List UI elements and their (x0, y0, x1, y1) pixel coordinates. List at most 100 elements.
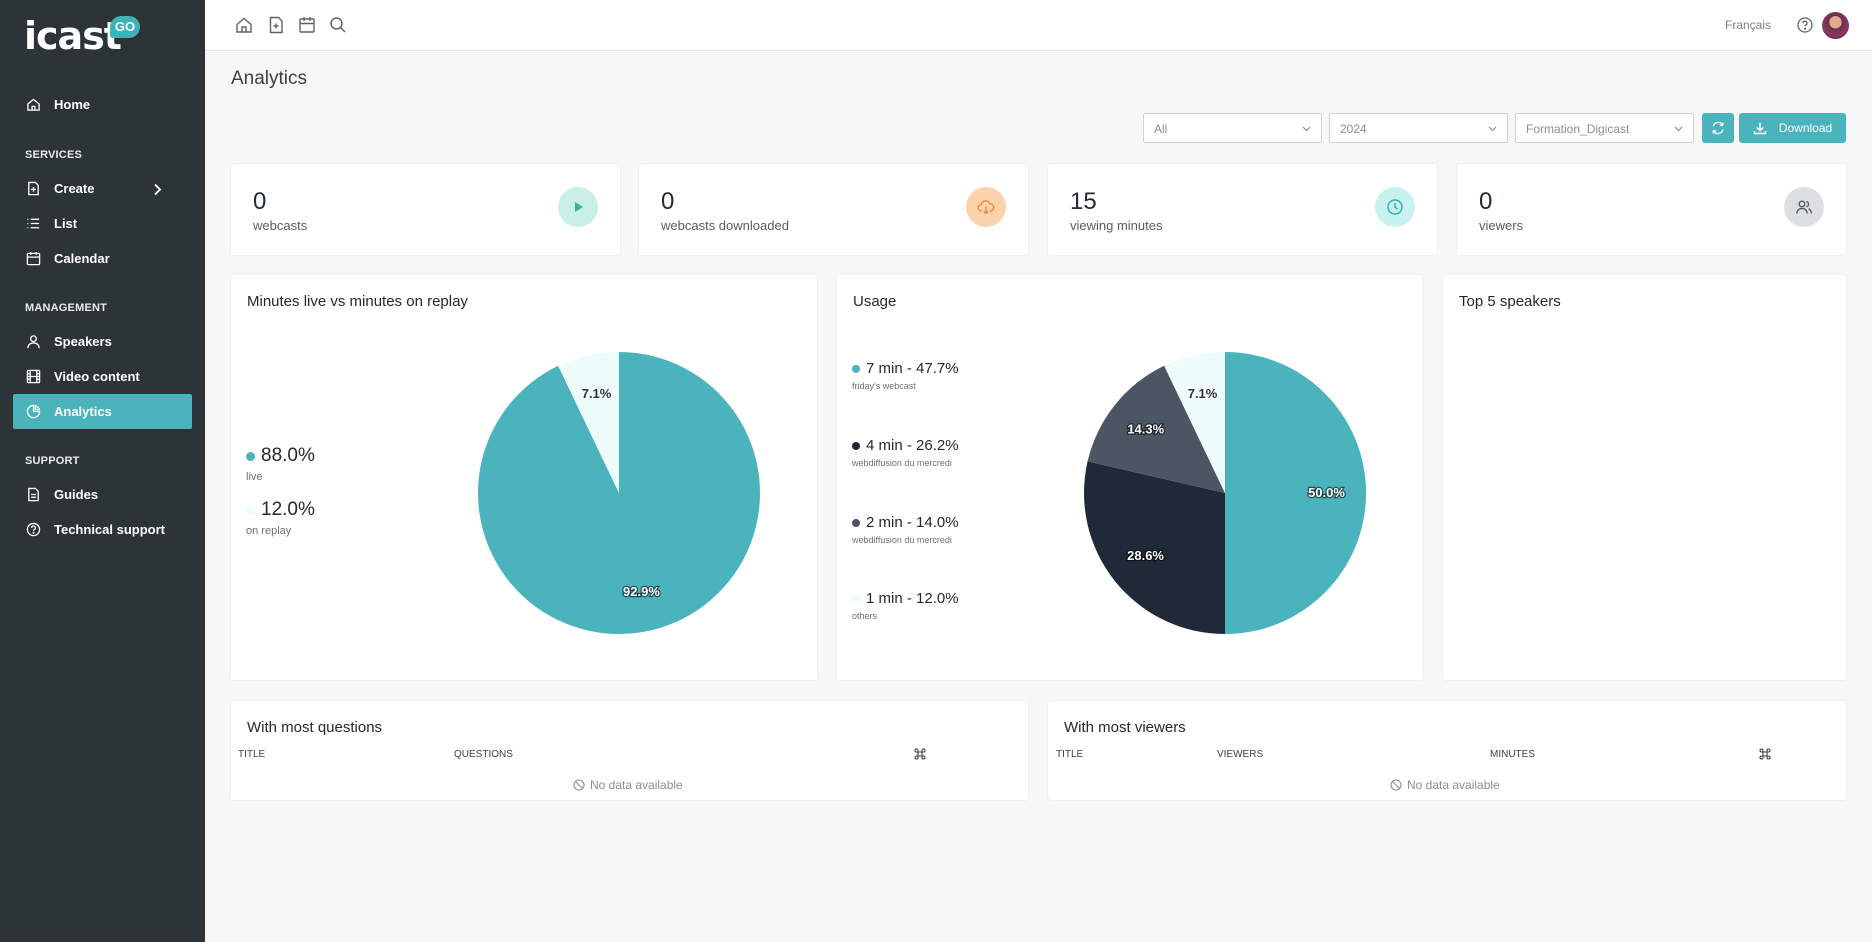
legend-value: 1 min - 12.0% (866, 590, 959, 607)
legend-value: 7 min - 47.7% (866, 360, 959, 377)
chevron-down-icon (1302, 126, 1311, 132)
section-support: SUPPORT (25, 455, 80, 467)
language-switch[interactable]: Français (1725, 18, 1772, 32)
download-button[interactable]: Download (1739, 113, 1846, 143)
top-speakers-card: Top 5 speakers (1443, 275, 1846, 680)
home-icon[interactable] (235, 16, 253, 34)
legend-value: 2 min - 14.0% (866, 514, 959, 531)
refresh-icon (1712, 121, 1724, 135)
sidebar-item-home[interactable]: Home (13, 87, 192, 122)
sidebar-item-create[interactable]: Create (13, 171, 192, 206)
legend-dot (246, 505, 255, 515)
legend-label: webdiffusion du mercredi (852, 458, 952, 468)
command-icon[interactable] (914, 748, 926, 760)
stat-card-webcasts-downloaded: 0 webcasts downloaded (639, 164, 1028, 255)
sidebar-item-guides[interactable]: Guides (13, 477, 192, 512)
stat-label: viewing minutes (1070, 218, 1163, 233)
command-icon[interactable] (1759, 748, 1771, 760)
stat-card-viewing-minutes: 15 viewing minutes (1048, 164, 1437, 255)
pie-slice-label: 50.0% (1308, 485, 1345, 500)
cloud-download-icon (977, 200, 995, 215)
organization-select[interactable]: Formation_Digicast (1515, 113, 1694, 143)
type-select-value: All (1154, 122, 1168, 136)
stat-icon-bg (1375, 187, 1415, 227)
sidebar-item-calendar[interactable]: Calendar (13, 241, 192, 276)
refresh-button[interactable] (1702, 113, 1734, 143)
column-header-title[interactable]: TITLE (1056, 749, 1084, 760)
pie-slice[interactable] (1084, 461, 1225, 634)
sidebar-item-list[interactable]: List (13, 206, 192, 241)
sidebar-item-speakers[interactable]: Speakers (13, 324, 192, 359)
user-avatar[interactable] (1822, 12, 1849, 39)
legend-dot (852, 441, 860, 450)
card-title: Minutes live vs minutes on replay (247, 293, 468, 310)
legend-value: 12.0% (261, 499, 315, 520)
column-header-minutes[interactable]: MINUTES (1490, 749, 1535, 760)
year-select-value: 2024 (1340, 122, 1367, 136)
column-header-title[interactable]: TITLE (238, 749, 266, 760)
chevron-right-icon (154, 183, 162, 196)
play-icon (575, 202, 583, 212)
legend-replay: 12.0% (246, 499, 315, 521)
usage-legend-item: 1 min - 12.0% (852, 590, 959, 607)
section-services: SERVICES (25, 149, 83, 161)
stat-icon-bg (1784, 187, 1824, 227)
logo-badge: GO (110, 16, 140, 38)
stat-label: viewers (1479, 218, 1524, 233)
card-title: With most questions (247, 719, 383, 736)
sidebar-label: Analytics (54, 404, 112, 419)
column-header-viewers[interactable]: VIEWERS (1217, 749, 1264, 760)
year-select[interactable]: 2024 (1329, 113, 1508, 143)
chevron-down-icon (1488, 126, 1497, 132)
clock-icon (1387, 199, 1403, 215)
document-icon (28, 487, 39, 502)
usage-legend-item: 4 min - 26.2% (852, 437, 959, 454)
stat-icon-bg (966, 187, 1006, 227)
sidebar-item-video-content[interactable]: Video content (13, 359, 192, 394)
legend-dot (246, 451, 255, 461)
sidebar-item-analytics[interactable]: Analytics (13, 394, 192, 429)
column-header-questions[interactable]: QUESTIONS (454, 749, 513, 760)
empty-state-text: No data available (590, 778, 683, 792)
legend-label: others (852, 611, 878, 621)
usage-legend-item: 2 min - 14.0% (852, 514, 959, 531)
logo-text: icast (24, 14, 122, 58)
sidebar-label: Technical support (54, 522, 165, 537)
stat-label: webcasts (253, 218, 308, 233)
pie-slice[interactable] (558, 352, 619, 493)
legend-dot (852, 594, 860, 603)
search-icon[interactable] (329, 16, 347, 34)
legend-dot (852, 518, 860, 527)
calendar-icon[interactable] (298, 16, 316, 34)
most-questions-card: With most questions TITLE QUESTIONS No d… (231, 701, 1028, 800)
live-vs-replay-pie: 92.9% 7.1% (477, 352, 760, 634)
chevron-down-icon (1674, 126, 1683, 132)
empty-state-text: No data available (1407, 778, 1500, 792)
card-title: With most viewers (1064, 719, 1186, 736)
pie-slice[interactable] (1164, 352, 1225, 493)
film-icon (26, 369, 41, 384)
stat-value: 15 (1070, 188, 1097, 215)
new-document-icon[interactable] (267, 16, 285, 34)
legend-label: webdiffusion du mercredi (852, 535, 952, 545)
stat-icon-bg (558, 187, 598, 227)
live-vs-replay-card: Minutes live vs minutes on replay 88.0% … (231, 275, 817, 680)
pie-chart-icon (26, 404, 41, 419)
sidebar-label: Calendar (54, 251, 110, 266)
legend-value: 88.0% (261, 445, 315, 466)
pie-slice[interactable] (1087, 365, 1225, 493)
pie-slice-label: 7.1% (1188, 386, 1218, 401)
usage-pie: 50.0% 28.6% 14.3% 7.1% (1084, 352, 1367, 634)
sidebar-label: Video content (54, 369, 140, 384)
pie-slice[interactable] (1225, 352, 1367, 634)
icast-logo[interactable]: icast GO (24, 14, 140, 58)
type-select[interactable]: All (1143, 113, 1322, 143)
no-data-icon (1390, 779, 1402, 791)
stat-card-webcasts: 0 webcasts (231, 164, 620, 255)
sidebar-item-technical-support[interactable]: Technical support (13, 512, 192, 547)
pie-slice[interactable] (477, 352, 760, 634)
download-icon (1753, 122, 1767, 135)
help-icon[interactable] (1796, 16, 1814, 34)
help-circle-icon (26, 522, 41, 537)
sidebar-label: Home (54, 97, 91, 112)
